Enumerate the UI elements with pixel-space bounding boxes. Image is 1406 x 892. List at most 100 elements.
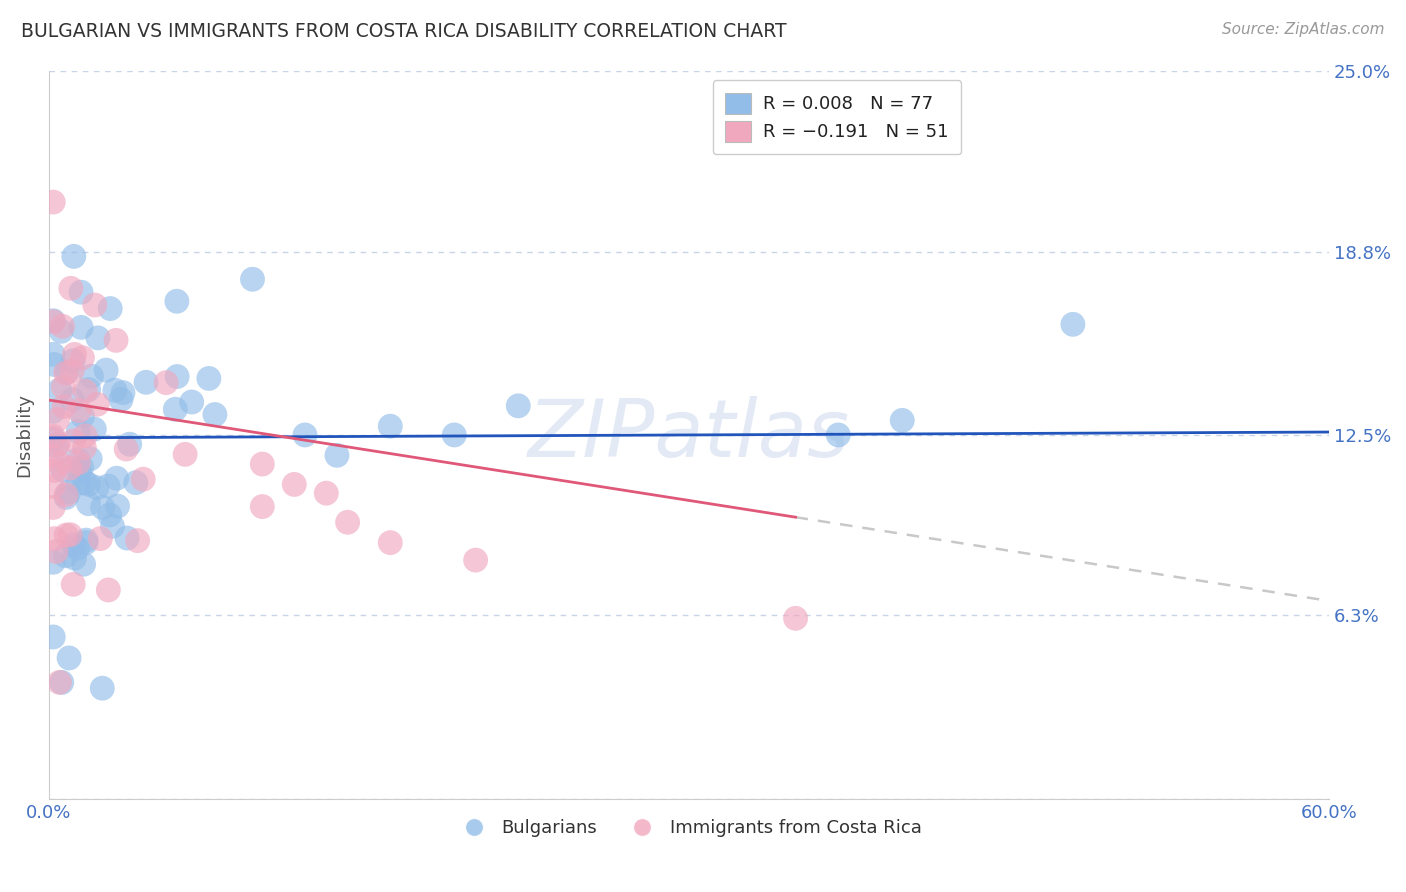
Point bbox=[42, 630, 65, 644]
Point bbox=[59, 281, 82, 295]
Point bbox=[62, 249, 84, 263]
Point bbox=[66, 452, 89, 467]
Point bbox=[63, 551, 86, 566]
Point bbox=[73, 441, 96, 455]
Point bbox=[62, 434, 84, 448]
Point bbox=[67, 403, 90, 417]
Point bbox=[60, 392, 83, 407]
Point bbox=[110, 392, 132, 407]
Point bbox=[111, 385, 134, 400]
Point bbox=[86, 397, 108, 411]
Point bbox=[294, 428, 316, 442]
Point bbox=[67, 425, 90, 439]
Point bbox=[75, 428, 97, 442]
Point bbox=[55, 491, 77, 505]
Point bbox=[91, 500, 114, 515]
Point bbox=[75, 533, 97, 548]
Point bbox=[180, 395, 202, 409]
Point bbox=[73, 475, 96, 490]
Point bbox=[198, 371, 221, 385]
Point bbox=[70, 320, 93, 334]
Point bbox=[87, 331, 110, 345]
Point bbox=[283, 477, 305, 491]
Point bbox=[165, 402, 187, 417]
Point bbox=[42, 195, 65, 210]
Point bbox=[79, 451, 101, 466]
Point bbox=[115, 442, 138, 456]
Y-axis label: Disability: Disability bbox=[15, 393, 32, 477]
Point bbox=[55, 366, 77, 380]
Point bbox=[115, 531, 138, 545]
Point bbox=[101, 519, 124, 533]
Point bbox=[52, 463, 75, 477]
Point bbox=[51, 319, 73, 334]
Point bbox=[42, 449, 65, 463]
Point bbox=[83, 422, 105, 436]
Point bbox=[44, 358, 66, 372]
Point bbox=[86, 481, 108, 495]
Text: Source: ZipAtlas.com: Source: ZipAtlas.com bbox=[1222, 22, 1385, 37]
Point bbox=[174, 447, 197, 461]
Point bbox=[1062, 318, 1084, 332]
Point bbox=[98, 508, 121, 522]
Point bbox=[94, 363, 117, 377]
Point bbox=[51, 675, 73, 690]
Point bbox=[464, 553, 486, 567]
Point bbox=[77, 497, 100, 511]
Point bbox=[75, 384, 97, 398]
Point bbox=[242, 272, 264, 286]
Point bbox=[72, 558, 94, 572]
Point bbox=[42, 314, 65, 328]
Point bbox=[380, 535, 402, 549]
Point bbox=[135, 376, 157, 390]
Point bbox=[785, 611, 807, 625]
Point bbox=[891, 413, 914, 427]
Point bbox=[326, 448, 349, 462]
Point bbox=[62, 353, 84, 368]
Point bbox=[53, 400, 76, 414]
Point bbox=[42, 404, 65, 418]
Point bbox=[166, 369, 188, 384]
Point bbox=[66, 541, 89, 556]
Point bbox=[104, 383, 127, 397]
Point bbox=[166, 294, 188, 309]
Point bbox=[44, 464, 66, 478]
Point bbox=[48, 383, 70, 397]
Text: ZIPatlas: ZIPatlas bbox=[527, 396, 851, 474]
Point bbox=[127, 533, 149, 548]
Point bbox=[827, 428, 849, 442]
Point bbox=[97, 479, 120, 493]
Point bbox=[62, 577, 84, 591]
Point bbox=[125, 475, 148, 490]
Legend: Bulgarians, Immigrants from Costa Rica: Bulgarians, Immigrants from Costa Rica bbox=[449, 812, 928, 845]
Point bbox=[42, 315, 65, 329]
Point bbox=[105, 471, 128, 485]
Point bbox=[42, 500, 65, 515]
Point bbox=[42, 479, 65, 493]
Point bbox=[75, 535, 97, 549]
Point bbox=[49, 457, 72, 471]
Point bbox=[83, 298, 105, 312]
Point bbox=[60, 364, 83, 378]
Point bbox=[72, 351, 94, 365]
Point bbox=[58, 485, 80, 500]
Point bbox=[59, 461, 82, 475]
Point bbox=[63, 347, 86, 361]
Point bbox=[45, 544, 67, 558]
Point bbox=[46, 437, 69, 451]
Point bbox=[42, 432, 65, 446]
Point bbox=[97, 582, 120, 597]
Point bbox=[91, 681, 114, 696]
Point bbox=[380, 419, 402, 434]
Point bbox=[107, 499, 129, 513]
Point bbox=[55, 549, 77, 563]
Point bbox=[336, 516, 359, 530]
Point bbox=[58, 651, 80, 665]
Point bbox=[48, 675, 70, 690]
Point bbox=[89, 532, 111, 546]
Point bbox=[42, 429, 65, 443]
Point bbox=[44, 532, 66, 546]
Point bbox=[204, 408, 226, 422]
Point bbox=[56, 365, 79, 379]
Point bbox=[98, 301, 121, 316]
